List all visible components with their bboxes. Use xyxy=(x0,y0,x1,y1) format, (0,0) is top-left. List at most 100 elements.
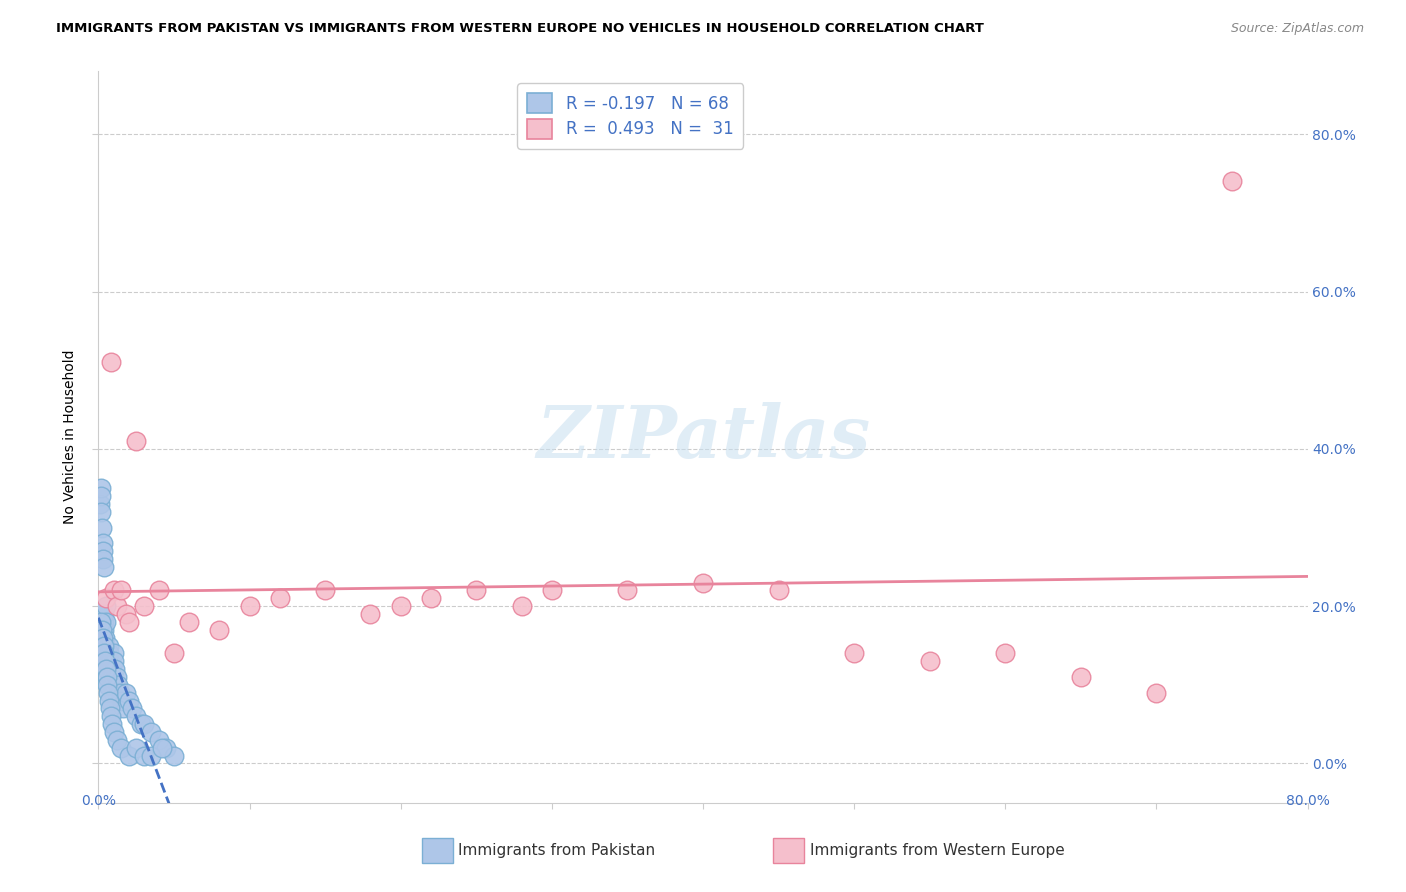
Point xyxy=(108,686,131,700)
Point xyxy=(110,740,132,755)
Point xyxy=(918,654,941,668)
Point xyxy=(98,701,121,715)
Point xyxy=(94,599,117,614)
Point xyxy=(107,678,129,692)
Text: Immigrants from Pakistan: Immigrants from Pakistan xyxy=(458,844,655,858)
Point xyxy=(97,678,120,692)
Point xyxy=(100,709,122,723)
Point xyxy=(105,670,128,684)
Point xyxy=(110,693,132,707)
Point xyxy=(129,717,152,731)
Text: ZIPatlas: ZIPatlas xyxy=(536,401,870,473)
Point xyxy=(103,583,125,598)
Legend: R = -0.197   N = 68, R =  0.493   N =  31: R = -0.197 N = 68, R = 0.493 N = 31 xyxy=(517,83,744,148)
Text: 0.0%: 0.0% xyxy=(82,794,115,808)
Point xyxy=(994,646,1017,660)
Point xyxy=(93,639,115,653)
Point xyxy=(93,646,115,660)
Point xyxy=(94,631,117,645)
Point xyxy=(103,646,125,660)
Point xyxy=(94,639,117,653)
Point xyxy=(100,355,122,369)
Point xyxy=(93,615,115,629)
Point xyxy=(94,654,117,668)
Point xyxy=(93,623,115,637)
Point xyxy=(97,686,120,700)
Point xyxy=(616,583,638,598)
Point xyxy=(100,662,122,676)
Point xyxy=(98,654,121,668)
Point xyxy=(91,552,114,566)
Point xyxy=(155,740,177,755)
Point xyxy=(163,646,186,660)
Point xyxy=(132,717,155,731)
Point xyxy=(100,670,122,684)
Point xyxy=(98,639,121,653)
Point xyxy=(163,748,186,763)
Point xyxy=(420,591,443,606)
Point xyxy=(768,583,790,598)
Point xyxy=(141,725,163,739)
Text: Immigrants from Western Europe: Immigrants from Western Europe xyxy=(810,844,1064,858)
Point xyxy=(111,701,134,715)
Text: Source: ZipAtlas.com: Source: ZipAtlas.com xyxy=(1230,22,1364,36)
Point xyxy=(93,607,115,621)
Point xyxy=(91,520,114,534)
Point xyxy=(96,670,118,684)
Point xyxy=(239,599,262,614)
Point xyxy=(150,740,173,755)
Point xyxy=(540,583,562,598)
Point xyxy=(101,686,124,700)
Point xyxy=(118,615,141,629)
Point xyxy=(96,678,118,692)
Point xyxy=(121,701,143,715)
Point xyxy=(118,748,141,763)
Point xyxy=(96,670,118,684)
Point xyxy=(101,678,124,692)
Point xyxy=(208,623,231,637)
Point xyxy=(91,623,114,637)
Point xyxy=(118,693,141,707)
Text: IMMIGRANTS FROM PAKISTAN VS IMMIGRANTS FROM WESTERN EUROPE NO VEHICLES IN HOUSEH: IMMIGRANTS FROM PAKISTAN VS IMMIGRANTS F… xyxy=(56,22,984,36)
Point xyxy=(125,740,148,755)
Point xyxy=(510,599,533,614)
Point xyxy=(105,599,128,614)
Text: 80.0%: 80.0% xyxy=(1285,794,1330,808)
Point xyxy=(269,591,291,606)
Point xyxy=(98,646,121,660)
Point xyxy=(90,481,112,495)
Point xyxy=(1146,686,1168,700)
Point xyxy=(91,536,114,550)
Point xyxy=(90,505,112,519)
Point xyxy=(103,725,125,739)
Point xyxy=(101,717,124,731)
Point xyxy=(90,489,112,503)
Point xyxy=(125,434,148,448)
Point xyxy=(465,583,488,598)
Point xyxy=(96,654,118,668)
Point xyxy=(90,615,112,629)
Point xyxy=(141,748,163,763)
Point xyxy=(94,615,117,629)
Point xyxy=(89,497,111,511)
Point xyxy=(692,575,714,590)
Point xyxy=(91,631,114,645)
Point xyxy=(104,662,127,676)
Point xyxy=(94,662,117,676)
Point xyxy=(125,709,148,723)
Y-axis label: No Vehicles in Household: No Vehicles in Household xyxy=(63,350,77,524)
Point xyxy=(96,662,118,676)
Point xyxy=(96,646,118,660)
Point xyxy=(389,599,412,614)
Point xyxy=(110,583,132,598)
Point xyxy=(94,591,117,606)
Point xyxy=(91,544,114,558)
Point xyxy=(314,583,336,598)
Point xyxy=(1070,670,1092,684)
Point xyxy=(148,583,170,598)
Point xyxy=(148,732,170,747)
Point xyxy=(98,693,121,707)
Point xyxy=(93,559,115,574)
Point xyxy=(114,607,136,621)
Point xyxy=(132,599,155,614)
